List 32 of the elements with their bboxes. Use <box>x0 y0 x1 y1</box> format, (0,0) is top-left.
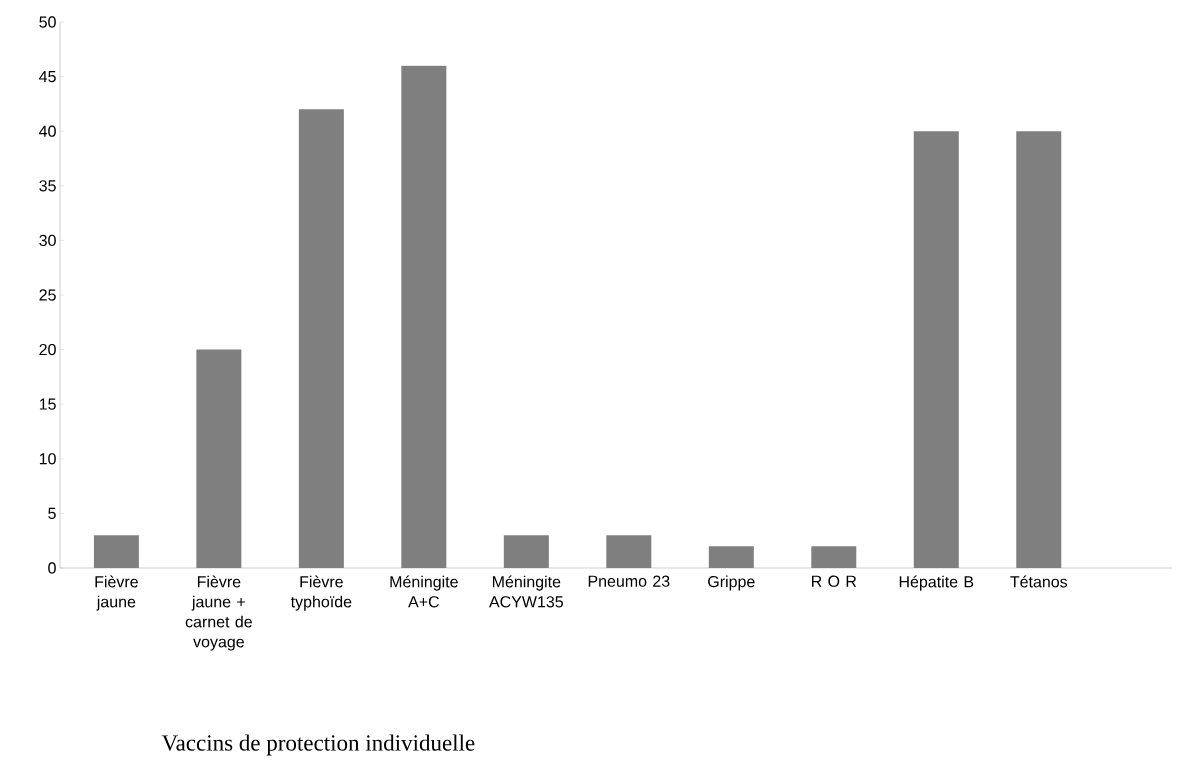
bar <box>401 65 447 568</box>
bar <box>606 535 652 568</box>
y-tick-label: 5 <box>48 507 56 519</box>
y-tick-label: 20 <box>39 343 56 356</box>
bar <box>93 535 139 568</box>
y-tick-label: 25 <box>39 289 56 301</box>
y-tick-label: 15 <box>39 398 56 410</box>
y-tick-label: 30 <box>39 234 56 247</box>
x-tick-label: Fièvre jaune + carnet de voyage <box>185 575 252 651</box>
x-axis-title: Vaccins de protection individuelle <box>161 734 475 756</box>
bar <box>196 349 242 568</box>
bar <box>1016 131 1062 568</box>
bar <box>708 546 754 568</box>
y-tick-label: 45 <box>39 71 56 83</box>
bar <box>811 546 857 568</box>
x-tick-label: Méningite A+C <box>390 575 458 608</box>
x-tick-label: Fièvre jaune <box>95 575 138 611</box>
y-tick-label: 10 <box>39 453 56 465</box>
y-tick-label: 0 <box>48 562 56 574</box>
x-tick-label: Méningite ACYW135 <box>489 575 563 608</box>
x-tick-label: Hépatite B <box>899 575 974 591</box>
y-tick-label: 50 <box>39 16 56 28</box>
x-tick-label: Pneumo 23 <box>588 575 670 587</box>
bar <box>298 109 344 568</box>
bar <box>503 535 549 568</box>
y-tick-label: 35 <box>39 180 56 192</box>
y-tick-label: 40 <box>39 125 56 137</box>
bar <box>913 131 959 568</box>
x-tick-label: Tétanos <box>1010 575 1068 588</box>
x-tick-label: R O R <box>812 575 857 587</box>
x-tick-label: Grippe <box>708 575 755 591</box>
x-tick-label: Fièvre typhoïde <box>290 575 352 611</box>
